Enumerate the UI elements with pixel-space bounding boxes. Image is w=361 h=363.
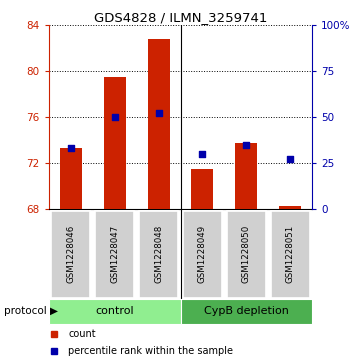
Bar (227, 211, 266, 298)
Text: GSM1228046: GSM1228046 (66, 225, 75, 283)
Text: GSM1228047: GSM1228047 (110, 225, 119, 283)
Bar (139, 211, 178, 298)
Text: GSM1228049: GSM1228049 (198, 225, 207, 283)
Text: CypB depletion: CypB depletion (204, 306, 289, 316)
Text: GSM1228050: GSM1228050 (242, 225, 251, 283)
Bar (49, 299, 180, 323)
Bar (104, 77, 126, 209)
Text: count: count (69, 329, 96, 339)
Bar (95, 211, 134, 298)
Text: protocol ▶: protocol ▶ (4, 306, 58, 316)
Bar (180, 299, 312, 323)
Bar (235, 143, 257, 209)
Point (287, 156, 293, 162)
Bar (279, 207, 301, 209)
Bar (191, 169, 213, 209)
Title: GDS4828 / ILMN_3259741: GDS4828 / ILMN_3259741 (94, 11, 267, 24)
Text: control: control (95, 306, 134, 316)
Point (112, 114, 117, 120)
Bar (183, 211, 222, 298)
Point (200, 151, 205, 157)
Bar (148, 39, 170, 209)
Bar (271, 211, 310, 298)
Text: GSM1228051: GSM1228051 (286, 225, 295, 283)
Point (243, 142, 249, 147)
Bar (60, 148, 82, 209)
Bar (51, 211, 90, 298)
Text: GSM1228048: GSM1228048 (154, 225, 163, 283)
Point (68, 145, 74, 151)
Text: percentile rank within the sample: percentile rank within the sample (69, 346, 234, 356)
Point (156, 110, 161, 116)
